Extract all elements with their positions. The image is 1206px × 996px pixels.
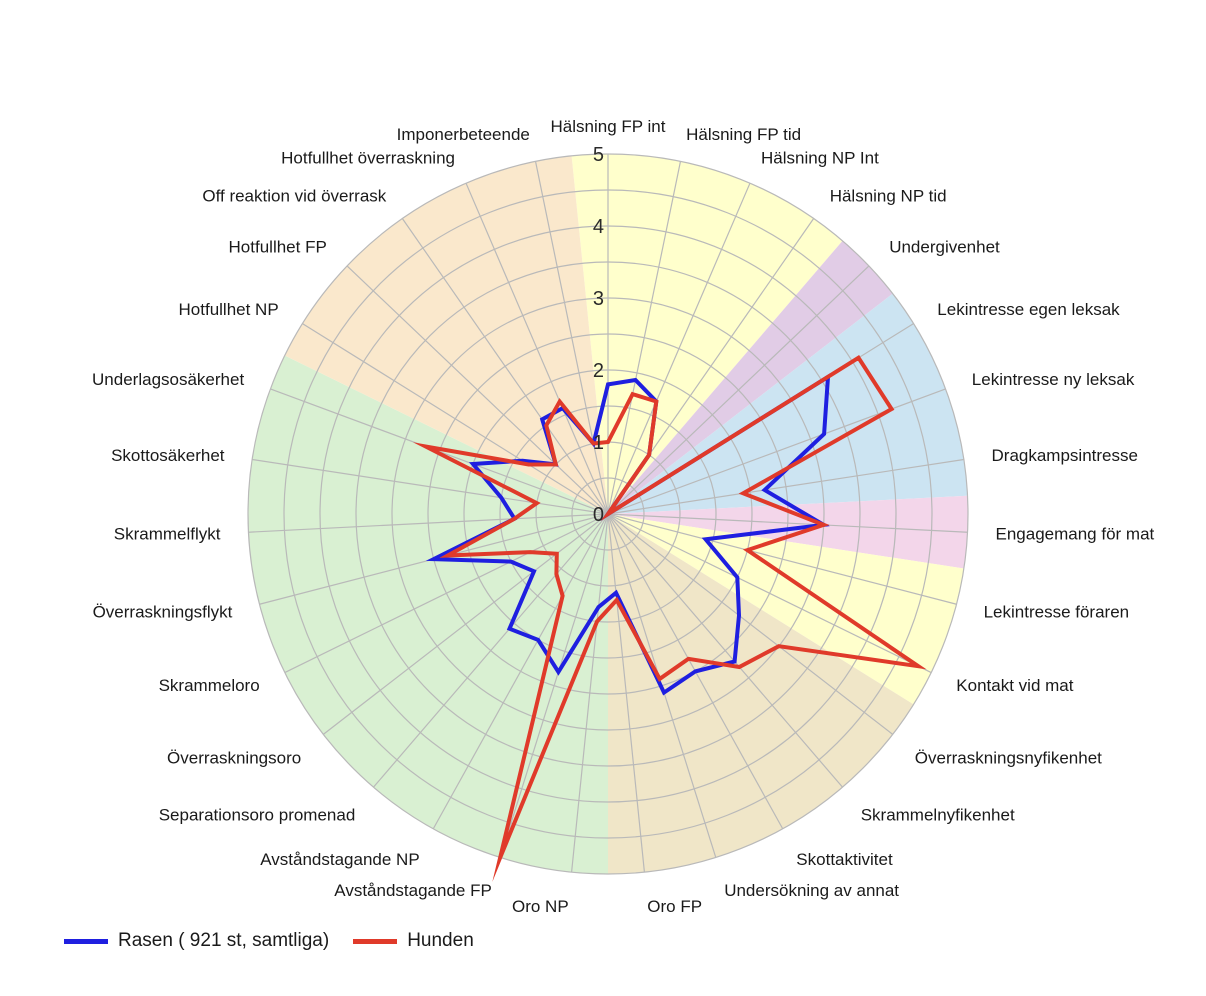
grid-spoke-11 xyxy=(607,513,894,735)
grid-spoke-20 xyxy=(322,513,609,735)
category-label-8: Engagemang för mat xyxy=(996,525,1155,544)
background-sector-5 xyxy=(608,514,914,874)
category-label-19: Separationsoro promenad xyxy=(159,805,356,824)
category-label-12: Skrammelnyfikenhet xyxy=(861,805,1015,824)
grid-spoke-15 xyxy=(607,513,646,873)
grid-spoke-2 xyxy=(607,182,751,515)
grid-spoke-28 xyxy=(401,218,609,515)
tick-label-2: 2 xyxy=(593,360,604,382)
tick-label-4: 4 xyxy=(593,216,604,238)
category-label-15: Oro FP xyxy=(647,897,702,916)
category-label-20: Överraskningsoro xyxy=(167,749,301,768)
legend-label-series-1: Hunden xyxy=(407,930,474,951)
grid-spoke-16 xyxy=(570,513,609,873)
grid-spoke-29 xyxy=(465,182,609,515)
background-sector-4 xyxy=(608,514,964,705)
grid-spoke-18 xyxy=(432,513,609,830)
legend: Rasen ( 921 st, samtliga) Hunden xyxy=(64,930,498,952)
category-label-21: Skrammeloro xyxy=(159,676,260,695)
grid-spoke-7 xyxy=(607,458,964,515)
tick-label-0: 0 xyxy=(593,504,604,526)
category-label-11: Överraskningsnyfikenhet xyxy=(915,749,1102,768)
grid-spoke-30 xyxy=(534,161,609,515)
category-label-22: Överraskningsflykt xyxy=(93,602,233,621)
category-label-5: Lekintresse egen leksak xyxy=(937,300,1120,319)
grid-spoke-19 xyxy=(373,513,609,788)
grid-spoke-8 xyxy=(607,513,968,533)
series-line-1 xyxy=(412,355,927,883)
category-label-27: Hotfullhet FP xyxy=(229,238,327,257)
tick-label-1: 1 xyxy=(593,432,604,454)
background-sector-6 xyxy=(248,355,608,874)
category-label-0: Hälsning FP int xyxy=(551,117,666,136)
legend-label-series-0: Rasen ( 921 st, samtliga) xyxy=(118,930,330,951)
category-label-2: Hälsning NP Int xyxy=(761,148,879,167)
grid-spoke-23 xyxy=(248,513,609,533)
grid-spoke-10 xyxy=(607,513,932,674)
category-label-13: Skottaktivitet xyxy=(796,850,893,869)
grid-spoke-27 xyxy=(346,265,609,515)
grid-spoke-1 xyxy=(607,161,682,515)
category-label-25: Underlagsosäkerhet xyxy=(92,370,244,389)
category-label-17: Avståndstagande FP xyxy=(334,881,492,900)
grid-spoke-9 xyxy=(607,513,957,605)
category-label-16: Oro NP xyxy=(512,897,569,916)
category-label-4: Undergivenhet xyxy=(889,238,1000,257)
background-sector-3 xyxy=(608,495,968,569)
category-label-28: Off reaktion vid överrask xyxy=(202,187,386,206)
category-label-10: Kontakt vid mat xyxy=(956,676,1073,695)
grid-spoke-21 xyxy=(284,513,609,674)
category-label-29: Hotfullhet överraskning xyxy=(281,148,455,167)
category-label-30: Imponerbeteende xyxy=(397,125,530,144)
grid-spoke-26 xyxy=(302,323,609,515)
grid-spoke-17 xyxy=(499,513,609,858)
category-labels: Hälsning FP int Hälsning FP tid Hälsning N… xyxy=(92,117,1154,916)
grid-spoke-24 xyxy=(252,458,609,515)
radial-tick-labels: 0 1 2 3 4 5 xyxy=(593,144,604,526)
category-label-7: Dragkampsintresse xyxy=(992,446,1138,465)
category-label-3: Hälsning NP tid xyxy=(830,187,947,206)
category-label-26: Hotfullhet NP xyxy=(179,300,279,319)
tick-label-3: 3 xyxy=(593,288,604,310)
category-label-24: Skottosäkerhet xyxy=(111,446,225,465)
background-sector-0 xyxy=(571,154,843,515)
legend-item-series-1: Hunden xyxy=(353,930,474,952)
tick-label-5: 5 xyxy=(593,144,604,166)
legend-swatch-series-0 xyxy=(64,938,108,944)
legend-item-series-0: Rasen ( 921 st, samtliga) xyxy=(64,930,329,952)
category-label-23: Skrammelflykt xyxy=(114,525,221,544)
category-label-9: Lekintresse föraren xyxy=(984,602,1130,621)
category-label-1: Hälsning FP tid xyxy=(686,125,801,144)
category-label-6: Lekintresse ny leksak xyxy=(972,370,1135,389)
grid-spoke-4 xyxy=(607,265,870,515)
legend-swatch-series-1 xyxy=(353,938,398,944)
grid-spoke-12 xyxy=(607,513,843,788)
category-label-14: Undersökning av annat xyxy=(724,881,899,900)
background-sector-7 xyxy=(284,155,608,514)
data-series xyxy=(412,355,927,883)
category-label-18: Avståndstagande NP xyxy=(260,850,419,869)
